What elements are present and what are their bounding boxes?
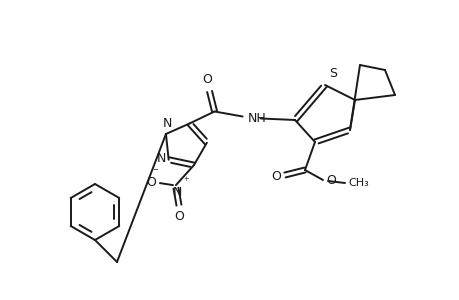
Text: N: N: [172, 186, 181, 199]
Text: NH: NH: [247, 112, 266, 125]
Text: O: O: [146, 176, 156, 189]
Text: S: S: [328, 67, 336, 80]
Text: $^+$: $^+$: [182, 176, 190, 186]
Text: O: O: [270, 169, 280, 182]
Text: N: N: [162, 117, 171, 130]
Text: O: O: [174, 210, 184, 223]
Text: N: N: [156, 152, 165, 165]
Text: $^{-}$: $^{-}$: [152, 167, 159, 177]
Text: O: O: [325, 175, 335, 188]
Text: O: O: [202, 74, 212, 86]
Text: CH₃: CH₃: [347, 178, 368, 188]
